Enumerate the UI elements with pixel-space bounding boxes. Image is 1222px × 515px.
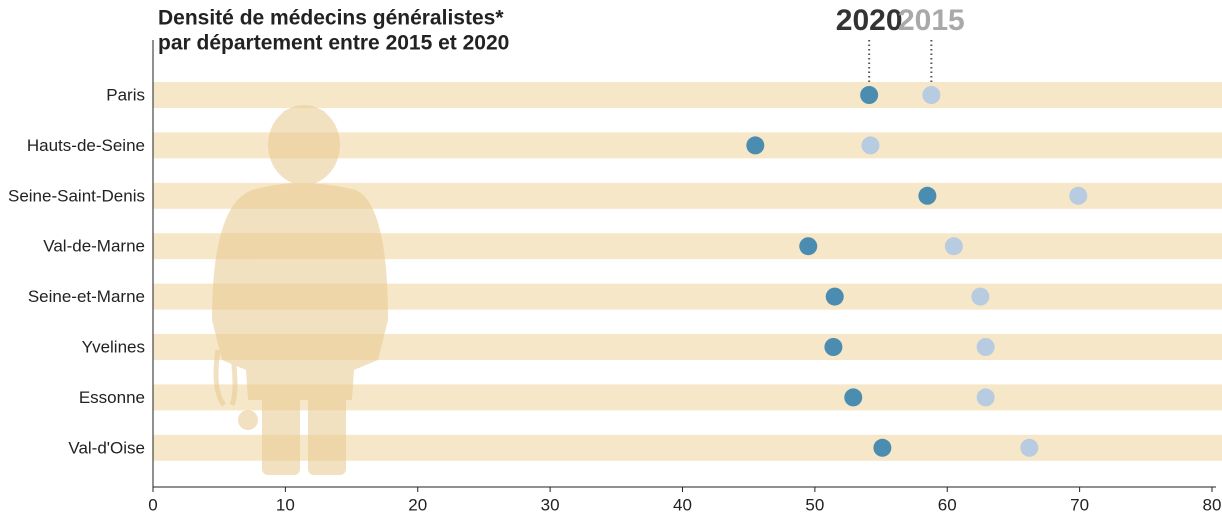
x-tick-label: 70 [1070, 495, 1089, 514]
category-label: Val-de-Marne [43, 237, 145, 256]
dot [944, 237, 963, 256]
dot [976, 338, 995, 356]
category-label: Yvelines [82, 337, 145, 356]
category-label: Val-d'Oise [68, 438, 145, 457]
x-tick-label: 40 [673, 495, 692, 514]
dot [746, 136, 765, 155]
dot [825, 287, 844, 306]
dot [1020, 438, 1039, 457]
dot [824, 338, 843, 356]
category-label: Hauts-de-Seine [27, 136, 145, 155]
category-label: Seine-Saint-Denis [8, 186, 145, 205]
chart-title: Densité de médecins généralistes* [158, 7, 504, 30]
category-label: Essonne [79, 388, 145, 407]
dot [844, 388, 863, 407]
dot [861, 136, 880, 155]
plot: Paris Hauts-de-Seine Seine-Saint-Denis Val-… [8, 4, 1221, 515]
doctor-silhouette [212, 105, 388, 475]
x-tick-label: 50 [805, 495, 824, 514]
x-tick-label: 10 [276, 495, 295, 514]
x-tick-label: 80 [1203, 495, 1222, 514]
chart-title: par département entre 2015 et 2020 [158, 32, 509, 55]
dot [922, 86, 941, 104]
legend-label: 2015 [898, 4, 965, 37]
dot [971, 287, 990, 306]
category-label: Seine-et-Marne [28, 287, 145, 306]
x-tick-label: 30 [541, 495, 560, 514]
dot [1069, 186, 1088, 205]
dot [860, 86, 879, 104]
x-tick-label: 60 [938, 495, 957, 514]
dot [918, 186, 937, 205]
legend-label: 2020 [836, 4, 903, 37]
x-tick-label: 20 [408, 495, 427, 514]
dot [976, 388, 995, 407]
row-band [153, 82, 1222, 108]
category-label: Paris [106, 85, 145, 104]
x-tick-label: 0 [148, 495, 157, 514]
dot [799, 237, 818, 256]
dot [873, 438, 892, 457]
